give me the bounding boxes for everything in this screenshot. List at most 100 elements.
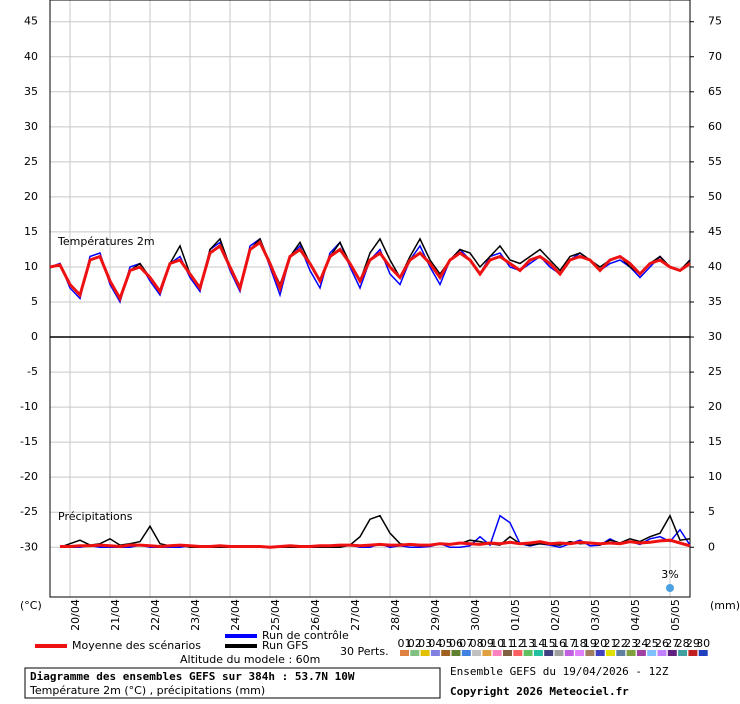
perturbation-number: 13: [521, 637, 535, 650]
perturbation-number: 28: [676, 637, 690, 650]
x-tick-label: 26/04: [309, 599, 322, 631]
y2-tick-label: 60: [708, 120, 722, 133]
y2-tick-label: 40: [708, 260, 722, 273]
perturbation-number: 12: [511, 637, 525, 650]
perturbation-swatch: [606, 650, 615, 656]
y2-tick-label: 65: [708, 85, 722, 98]
perturbation-number: 01: [398, 637, 412, 650]
perturbation-number: 30: [696, 637, 710, 650]
x-tick-label: 24/04: [229, 599, 242, 631]
y-tick-label: -20: [20, 470, 38, 483]
perturbation-swatch: [544, 650, 554, 656]
y2-tick-label: 75: [708, 15, 722, 28]
y2-tick-label: 15: [708, 435, 722, 448]
precipitation-line: [60, 538, 691, 549]
x-tick-label: 30/04: [469, 599, 482, 631]
x-tick-label: 25/04: [269, 599, 282, 631]
perturbation-number: 11: [501, 637, 515, 650]
y2-tick-label: 55: [708, 155, 722, 168]
perturbation-swatch: [400, 650, 409, 656]
perturbation-swatch: [410, 650, 420, 656]
y2-tick-label: 0: [708, 540, 715, 553]
x-tick-label: 29/04: [429, 599, 442, 631]
y-tick-label: 20: [24, 190, 38, 203]
x-tick-label: 05/05: [669, 599, 682, 631]
perturbation-swatch: [636, 650, 646, 656]
perturbation-number: 19: [583, 637, 597, 650]
perturbation-number: 21: [604, 637, 618, 650]
perturbation-swatch: [698, 650, 708, 656]
x-tick-label: 21/04: [109, 599, 122, 631]
perturbation-swatch: [647, 650, 657, 656]
perturbation-swatch: [523, 650, 533, 656]
x-tick-label: 27/04: [349, 599, 362, 631]
perturbation-number: 17: [562, 637, 576, 650]
copyright: Copyright 2026 Meteociel.fr: [450, 685, 629, 698]
y2-tick-label: 50: [708, 190, 722, 203]
perturbation-swatch: [451, 650, 461, 656]
legend-label: Moyenne des scénarios: [72, 639, 201, 652]
y-tick-label: 25: [24, 155, 38, 168]
perturbation-swatch: [482, 650, 492, 656]
perturbation-number: 09: [480, 637, 494, 650]
perturbation-swatch: [503, 650, 512, 656]
plot-frame: [49, 0, 691, 598]
perturbation-number: 03: [418, 637, 432, 650]
perturbation-number: 07: [459, 637, 473, 650]
y2-tick-label: 35: [708, 295, 722, 308]
perturbation-swatch: [575, 650, 585, 656]
y2-tick-label: 20: [708, 400, 722, 413]
y2-tick-label: 25: [708, 365, 722, 378]
footer-title: Diagramme des ensembles GEFS sur 384h : …: [30, 670, 355, 683]
y-axis-unit: (°C): [20, 599, 42, 612]
perturbation-number: 05: [439, 637, 453, 650]
y-tick-label: 40: [24, 50, 38, 63]
y-tick-label: 10: [24, 260, 38, 273]
x-tick-label: 28/04: [389, 599, 402, 631]
perturbation-number: 18: [573, 637, 587, 650]
footer-subtitle: Température 2m (°C) , précipitations (mm…: [29, 684, 265, 697]
perturbation-number: 22: [614, 637, 628, 650]
y2-axis-unit: (mm): [710, 599, 740, 612]
perturbation-number: 26: [655, 637, 669, 650]
perturbation-number: 20: [593, 637, 607, 650]
perturbation-swatch: [554, 650, 564, 656]
perturbation-number: 15: [542, 637, 556, 650]
perturbations-label: 30 Perts.: [340, 645, 389, 658]
perturbation-number: 29: [686, 637, 700, 650]
y2-tick-label: 5: [708, 505, 715, 518]
snow-annotation: 3%: [661, 568, 678, 581]
perturbation-swatch: [564, 650, 574, 656]
perturbation-number: 08: [470, 637, 484, 650]
y2-tick-label: 30: [708, 330, 722, 343]
temperature-label: Températures 2m: [57, 235, 155, 248]
y-tick-label: 15: [24, 225, 38, 238]
y-tick-label: -25: [20, 505, 38, 518]
perturbation-swatch: [441, 650, 451, 656]
perturbation-swatch: [420, 650, 430, 656]
perturbation-swatch: [657, 650, 667, 656]
y-tick-label: 45: [24, 15, 38, 28]
y-tick-label: 35: [24, 85, 38, 98]
y-tick-label: 5: [31, 295, 38, 308]
x-tick-label: 01/05: [509, 599, 522, 631]
x-tick-label: 20/04: [69, 599, 82, 631]
perturbation-swatch: [688, 650, 698, 656]
perturbation-swatch: [585, 650, 595, 656]
perturbation-number: 16: [552, 637, 566, 650]
perturbation-swatch: [461, 650, 471, 656]
perturbation-number: 06: [449, 637, 463, 650]
perturbation-number: 27: [665, 637, 679, 650]
legend-label: Run GFS: [262, 639, 308, 652]
grid: [50, 0, 690, 597]
perturbation-swatch: [616, 650, 626, 656]
y2-tick-label: 70: [708, 50, 722, 63]
x-tick-label: 23/04: [189, 599, 202, 631]
x-tick-label: 04/05: [629, 599, 642, 631]
perturbation-swatch: [492, 650, 502, 656]
perturbation-swatch: [678, 650, 688, 656]
precipitation-label: Précipitations: [58, 510, 133, 523]
perturbation-number: 04: [428, 637, 442, 650]
